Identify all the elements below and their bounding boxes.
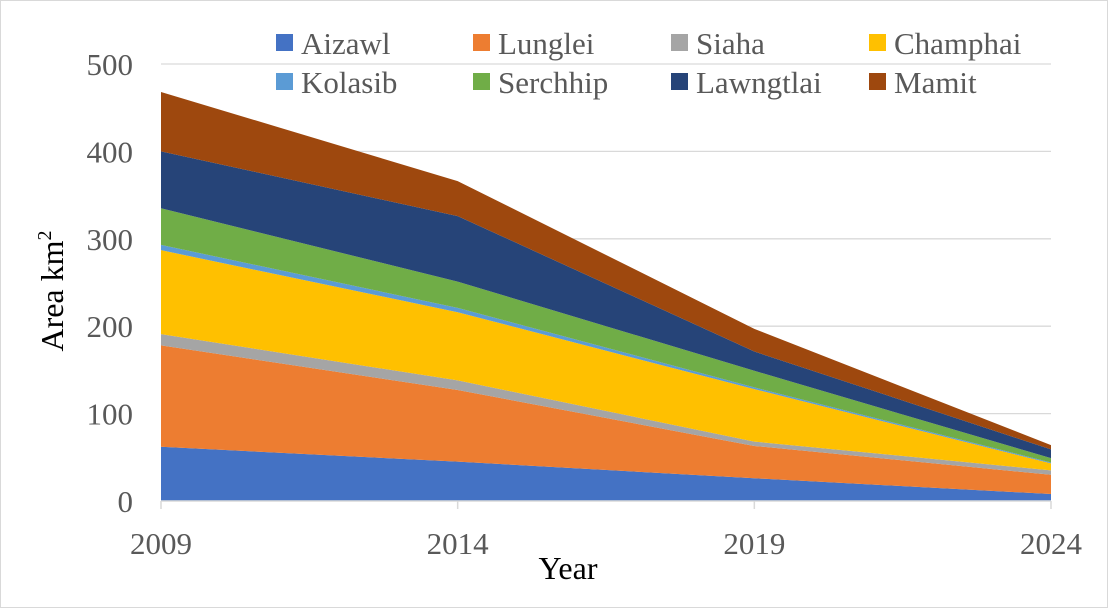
- legend-label-lawngtlai: Lawngtlai: [696, 65, 822, 100]
- y-tick-label: 0: [118, 484, 134, 519]
- y-tick-label: 400: [87, 134, 134, 169]
- area-series: [161, 91, 1051, 501]
- y-tick-label: 200: [87, 309, 134, 344]
- area-aizawl: [161, 446, 1051, 501]
- x-tick-label: 2024: [1020, 526, 1083, 561]
- legend-swatch-serchhip: [473, 73, 490, 90]
- area-siaha: [161, 334, 1051, 475]
- x-tick-label: 2014: [427, 526, 490, 561]
- legend-label-serchhip: Serchhip: [498, 65, 608, 100]
- legend-swatch-aizawl: [276, 34, 293, 51]
- legend-label-siaha: Siaha: [696, 26, 765, 61]
- legend-swatch-mamit: [869, 73, 886, 90]
- area-mamit: [161, 91, 1051, 450]
- legend-label-mamit: Mamit: [894, 65, 977, 100]
- legend-label-champhai: Champhai: [894, 26, 1022, 61]
- x-tick-label: 2009: [130, 526, 192, 561]
- legend: Aizawl Lunglei Siaha Champhai Kolasib Serchhi…: [276, 26, 1022, 100]
- legend-swatch-champhai: [869, 34, 886, 51]
- tick-labels: 0 100 200 300 400 500 2009 2014 2019 2024: [87, 47, 1083, 561]
- legend-swatch-kolasib: [276, 73, 293, 90]
- legend-swatch-lawngtlai: [671, 73, 688, 90]
- y-axis-title-superscript: 2: [34, 230, 56, 240]
- x-axis-title: Year: [539, 550, 598, 586]
- legend-label-aizawl: Aizawl: [301, 26, 391, 61]
- axes: [160, 500, 1052, 509]
- y-tick-label: 100: [87, 397, 134, 432]
- area-lawngtlai: [161, 151, 1051, 459]
- y-axis-title: Area km2: [34, 230, 70, 351]
- area-kolasib: [161, 244, 1051, 464]
- legend-swatch-lunglei: [473, 34, 490, 51]
- legend-label-lunglei: Lunglei: [498, 26, 595, 61]
- legend-swatch-siaha: [671, 34, 688, 51]
- legend-label-kolasib: Kolasib: [301, 65, 397, 100]
- y-tick-label: 300: [87, 222, 134, 257]
- area-lunglei: [161, 345, 1051, 495]
- area-serchhip: [161, 208, 1051, 463]
- y-axis-title-text: Area km: [34, 240, 70, 351]
- x-tick-label: 2019: [723, 526, 785, 561]
- area-champhai: [161, 250, 1051, 471]
- y-tick-label: 500: [87, 47, 134, 82]
